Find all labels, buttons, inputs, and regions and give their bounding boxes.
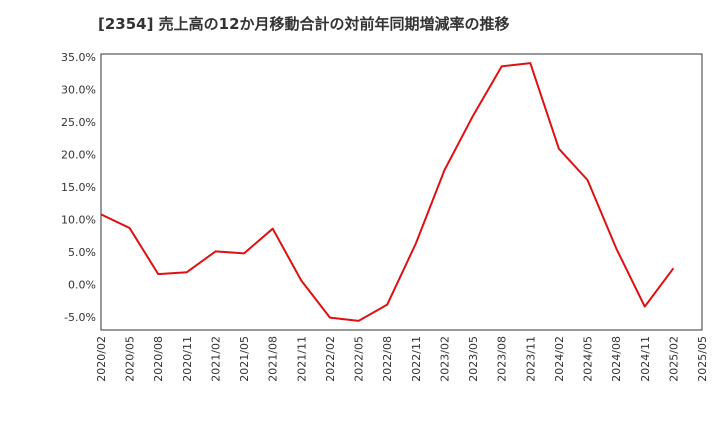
series-layer [100, 62, 675, 322]
y-tick-label: 15.0% [61, 181, 96, 194]
x-tick-label: 2024/02 [553, 336, 566, 382]
y-tick-label: 25.0% [61, 116, 96, 129]
x-tick-label: 2024/11 [639, 336, 652, 382]
x-tick-label: 2021/11 [295, 336, 308, 382]
y-tick-label: 10.0% [61, 214, 96, 227]
x-tick-label: 2023/11 [524, 336, 537, 382]
x-tick-label: 2025/05 [696, 336, 709, 382]
chart-title: [2354] 売上高の12か月移動合計の対前年同期増減率の推移 [98, 15, 510, 33]
x-tick-label: 2024/08 [610, 336, 623, 382]
x-tick-label: 2022/02 [324, 336, 337, 382]
x-tick-label: 2023/05 [467, 336, 480, 382]
y-tick-label: 5.0% [68, 246, 96, 259]
x-tick-label: 2022/05 [353, 336, 366, 382]
x-tick-label: 2024/05 [582, 336, 595, 382]
tick-label-layer: 35.0% 30.0% 25.0% 20.0% 15.0% 10.0% 5.0% 0.0% -5… [61, 51, 709, 381]
x-tick-label: 2022/08 [381, 336, 394, 382]
y-tick-label: 0.0% [68, 279, 96, 292]
x-tick-label: 2021/08 [267, 336, 280, 382]
axis-layer [100, 53, 703, 331]
y-tick-label: 20.0% [61, 149, 96, 162]
x-tick-label: 2020/02 [95, 336, 108, 382]
x-tick-label: 2020/11 [181, 336, 194, 382]
x-tick-label: 2023/02 [438, 336, 451, 382]
plot-area [100, 53, 703, 331]
x-tick-label: 2020/08 [152, 336, 165, 382]
x-tick-label: 2025/02 [667, 336, 680, 382]
y-tick-label: -5.0% [64, 311, 96, 324]
y-tick-label: 35.0% [61, 51, 96, 64]
x-tick-label: 2022/11 [410, 336, 423, 382]
x-tick-label: 2020/05 [124, 336, 137, 382]
y-tick-label: 30.0% [61, 84, 96, 97]
x-tick-label: 2023/08 [496, 336, 509, 382]
x-tick-label: 2021/05 [238, 336, 251, 382]
x-tick-label: 2021/02 [209, 336, 222, 382]
